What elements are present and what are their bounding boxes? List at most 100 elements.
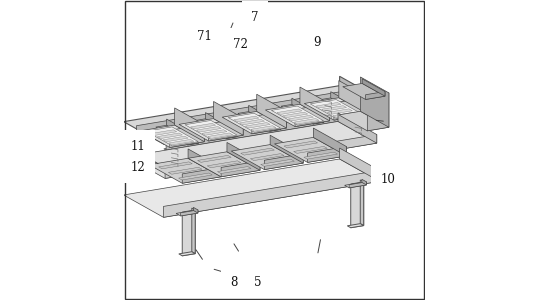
Polygon shape bbox=[300, 87, 329, 121]
Polygon shape bbox=[222, 111, 287, 134]
Polygon shape bbox=[274, 137, 346, 162]
Polygon shape bbox=[281, 104, 324, 124]
Polygon shape bbox=[362, 79, 385, 96]
Text: 5: 5 bbox=[254, 275, 261, 289]
Polygon shape bbox=[257, 94, 287, 128]
Polygon shape bbox=[371, 106, 373, 116]
Polygon shape bbox=[169, 167, 202, 174]
Polygon shape bbox=[188, 149, 221, 177]
Polygon shape bbox=[202, 130, 227, 135]
Polygon shape bbox=[284, 141, 317, 148]
Polygon shape bbox=[292, 98, 324, 122]
Polygon shape bbox=[338, 113, 377, 143]
Polygon shape bbox=[265, 104, 329, 127]
Polygon shape bbox=[352, 110, 363, 118]
Polygon shape bbox=[261, 159, 294, 166]
Polygon shape bbox=[166, 119, 199, 143]
Polygon shape bbox=[316, 103, 341, 108]
Polygon shape bbox=[252, 111, 287, 134]
Polygon shape bbox=[159, 162, 192, 169]
Polygon shape bbox=[348, 224, 363, 228]
Polygon shape bbox=[149, 158, 221, 183]
Polygon shape bbox=[250, 154, 284, 160]
Polygon shape bbox=[240, 148, 274, 155]
Polygon shape bbox=[158, 133, 182, 139]
Polygon shape bbox=[288, 115, 313, 121]
Polygon shape bbox=[205, 112, 237, 137]
Polygon shape bbox=[295, 103, 329, 127]
Text: 10: 10 bbox=[380, 173, 395, 186]
Polygon shape bbox=[124, 86, 379, 144]
Polygon shape bbox=[178, 173, 212, 180]
Polygon shape bbox=[327, 109, 352, 114]
Polygon shape bbox=[343, 83, 385, 99]
Polygon shape bbox=[238, 112, 281, 131]
Polygon shape bbox=[340, 76, 379, 108]
Polygon shape bbox=[283, 112, 307, 118]
Polygon shape bbox=[188, 137, 199, 145]
Polygon shape bbox=[179, 252, 195, 256]
Polygon shape bbox=[169, 140, 194, 145]
Polygon shape bbox=[245, 122, 270, 128]
Text: 8: 8 bbox=[231, 275, 238, 289]
Polygon shape bbox=[345, 182, 366, 188]
Polygon shape bbox=[351, 182, 363, 228]
Polygon shape bbox=[179, 118, 243, 141]
Polygon shape bbox=[176, 211, 198, 216]
Polygon shape bbox=[264, 154, 303, 169]
Polygon shape bbox=[188, 152, 260, 177]
Polygon shape bbox=[182, 167, 221, 183]
Polygon shape bbox=[195, 119, 237, 139]
Polygon shape bbox=[137, 91, 344, 134]
Polygon shape bbox=[313, 128, 346, 156]
Text: 12: 12 bbox=[130, 161, 145, 174]
Polygon shape bbox=[207, 161, 241, 168]
Polygon shape bbox=[249, 105, 281, 130]
Polygon shape bbox=[140, 125, 204, 147]
Polygon shape bbox=[227, 142, 260, 170]
Polygon shape bbox=[349, 182, 366, 188]
Polygon shape bbox=[234, 116, 259, 122]
Polygon shape bbox=[185, 120, 237, 140]
Polygon shape bbox=[271, 106, 323, 125]
Polygon shape bbox=[164, 99, 379, 144]
Polygon shape bbox=[208, 133, 233, 138]
Polygon shape bbox=[217, 167, 251, 173]
Polygon shape bbox=[320, 98, 363, 118]
Polygon shape bbox=[166, 108, 373, 150]
Polygon shape bbox=[341, 90, 344, 99]
Polygon shape bbox=[304, 98, 368, 120]
Polygon shape bbox=[339, 81, 368, 114]
Polygon shape bbox=[170, 124, 204, 147]
Text: 72: 72 bbox=[233, 38, 248, 51]
Polygon shape bbox=[198, 155, 231, 162]
Polygon shape bbox=[270, 123, 281, 131]
Polygon shape bbox=[192, 208, 195, 254]
Polygon shape bbox=[322, 106, 346, 111]
Polygon shape bbox=[193, 207, 198, 213]
Polygon shape bbox=[294, 146, 327, 153]
Polygon shape bbox=[277, 109, 302, 115]
Polygon shape bbox=[209, 118, 243, 141]
Polygon shape bbox=[333, 112, 358, 118]
Text: 71: 71 bbox=[197, 30, 211, 43]
Polygon shape bbox=[182, 210, 195, 256]
Polygon shape bbox=[239, 119, 265, 125]
Polygon shape bbox=[231, 145, 303, 169]
Polygon shape bbox=[294, 118, 319, 124]
Polygon shape bbox=[164, 114, 373, 150]
Text: 9: 9 bbox=[313, 36, 321, 49]
Polygon shape bbox=[330, 92, 363, 116]
Polygon shape bbox=[228, 113, 281, 132]
Polygon shape bbox=[165, 135, 377, 178]
Polygon shape bbox=[164, 170, 379, 217]
Polygon shape bbox=[156, 125, 199, 145]
Polygon shape bbox=[214, 101, 243, 135]
Polygon shape bbox=[146, 127, 198, 146]
Polygon shape bbox=[339, 111, 389, 131]
Polygon shape bbox=[361, 77, 389, 127]
Polygon shape bbox=[362, 179, 366, 185]
Polygon shape bbox=[366, 92, 385, 99]
Polygon shape bbox=[126, 122, 377, 178]
Polygon shape bbox=[191, 123, 216, 129]
